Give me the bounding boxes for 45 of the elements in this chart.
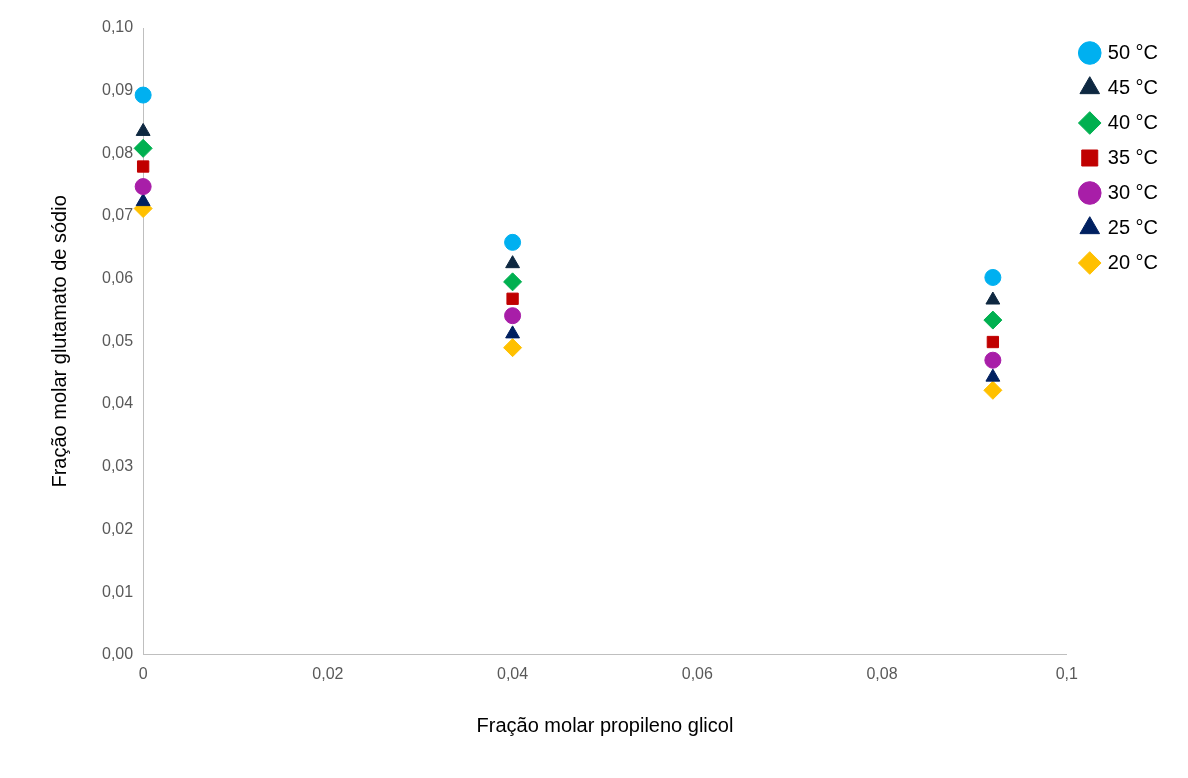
point xyxy=(983,310,1003,330)
point xyxy=(503,272,523,292)
point xyxy=(985,291,1001,305)
legend-label: 35 °C xyxy=(1107,145,1159,168)
point xyxy=(984,351,1002,369)
x-tick-label: 0,1 xyxy=(1055,664,1078,682)
point xyxy=(505,255,521,269)
x-tick-label: 0,06 xyxy=(681,664,713,682)
point xyxy=(506,292,519,305)
y-tick-label: 0,05 xyxy=(102,331,134,349)
x-tick-label: 0,08 xyxy=(866,664,898,682)
legend-label: 20 °C xyxy=(1107,250,1159,273)
y-tick-label: 0,01 xyxy=(102,582,134,600)
point xyxy=(984,268,1002,286)
legend-label: 25 °C xyxy=(1107,215,1159,238)
y-tick-label: 0,08 xyxy=(102,143,134,161)
point xyxy=(504,307,522,325)
point xyxy=(133,138,153,158)
y-tick-label: 0,06 xyxy=(102,269,134,287)
x-axis-title: Fração molar propileno glicol xyxy=(476,713,734,736)
point xyxy=(504,233,522,251)
point xyxy=(505,325,521,339)
legend-label: 50 °C xyxy=(1107,40,1159,63)
y-axis-title: Fração molar glutamato de sódio xyxy=(47,195,70,488)
point xyxy=(134,178,152,196)
y-tick-label: 0,07 xyxy=(102,206,134,224)
point xyxy=(135,193,151,207)
point xyxy=(985,368,1001,382)
y-tick-label: 0,00 xyxy=(102,645,134,663)
legend-label: 40 °C xyxy=(1107,110,1159,133)
point xyxy=(983,380,1003,400)
point xyxy=(986,335,1000,349)
x-tick-label: 0,04 xyxy=(497,664,529,682)
x-tick-label: 0,02 xyxy=(312,664,344,682)
y-tick-label: 0,10 xyxy=(102,18,134,36)
point xyxy=(503,338,523,358)
point xyxy=(134,86,152,104)
legend-label: 45 °C xyxy=(1107,75,1159,98)
legend-label: 30 °C xyxy=(1107,180,1159,203)
y-tick-label: 0,03 xyxy=(102,457,134,475)
y-tick-label: 0,02 xyxy=(102,519,134,537)
x-tick-label: 0 xyxy=(138,664,148,682)
point xyxy=(136,160,150,173)
y-tick-label: 0,09 xyxy=(102,81,134,99)
y-tick-label: 0,04 xyxy=(102,394,134,412)
